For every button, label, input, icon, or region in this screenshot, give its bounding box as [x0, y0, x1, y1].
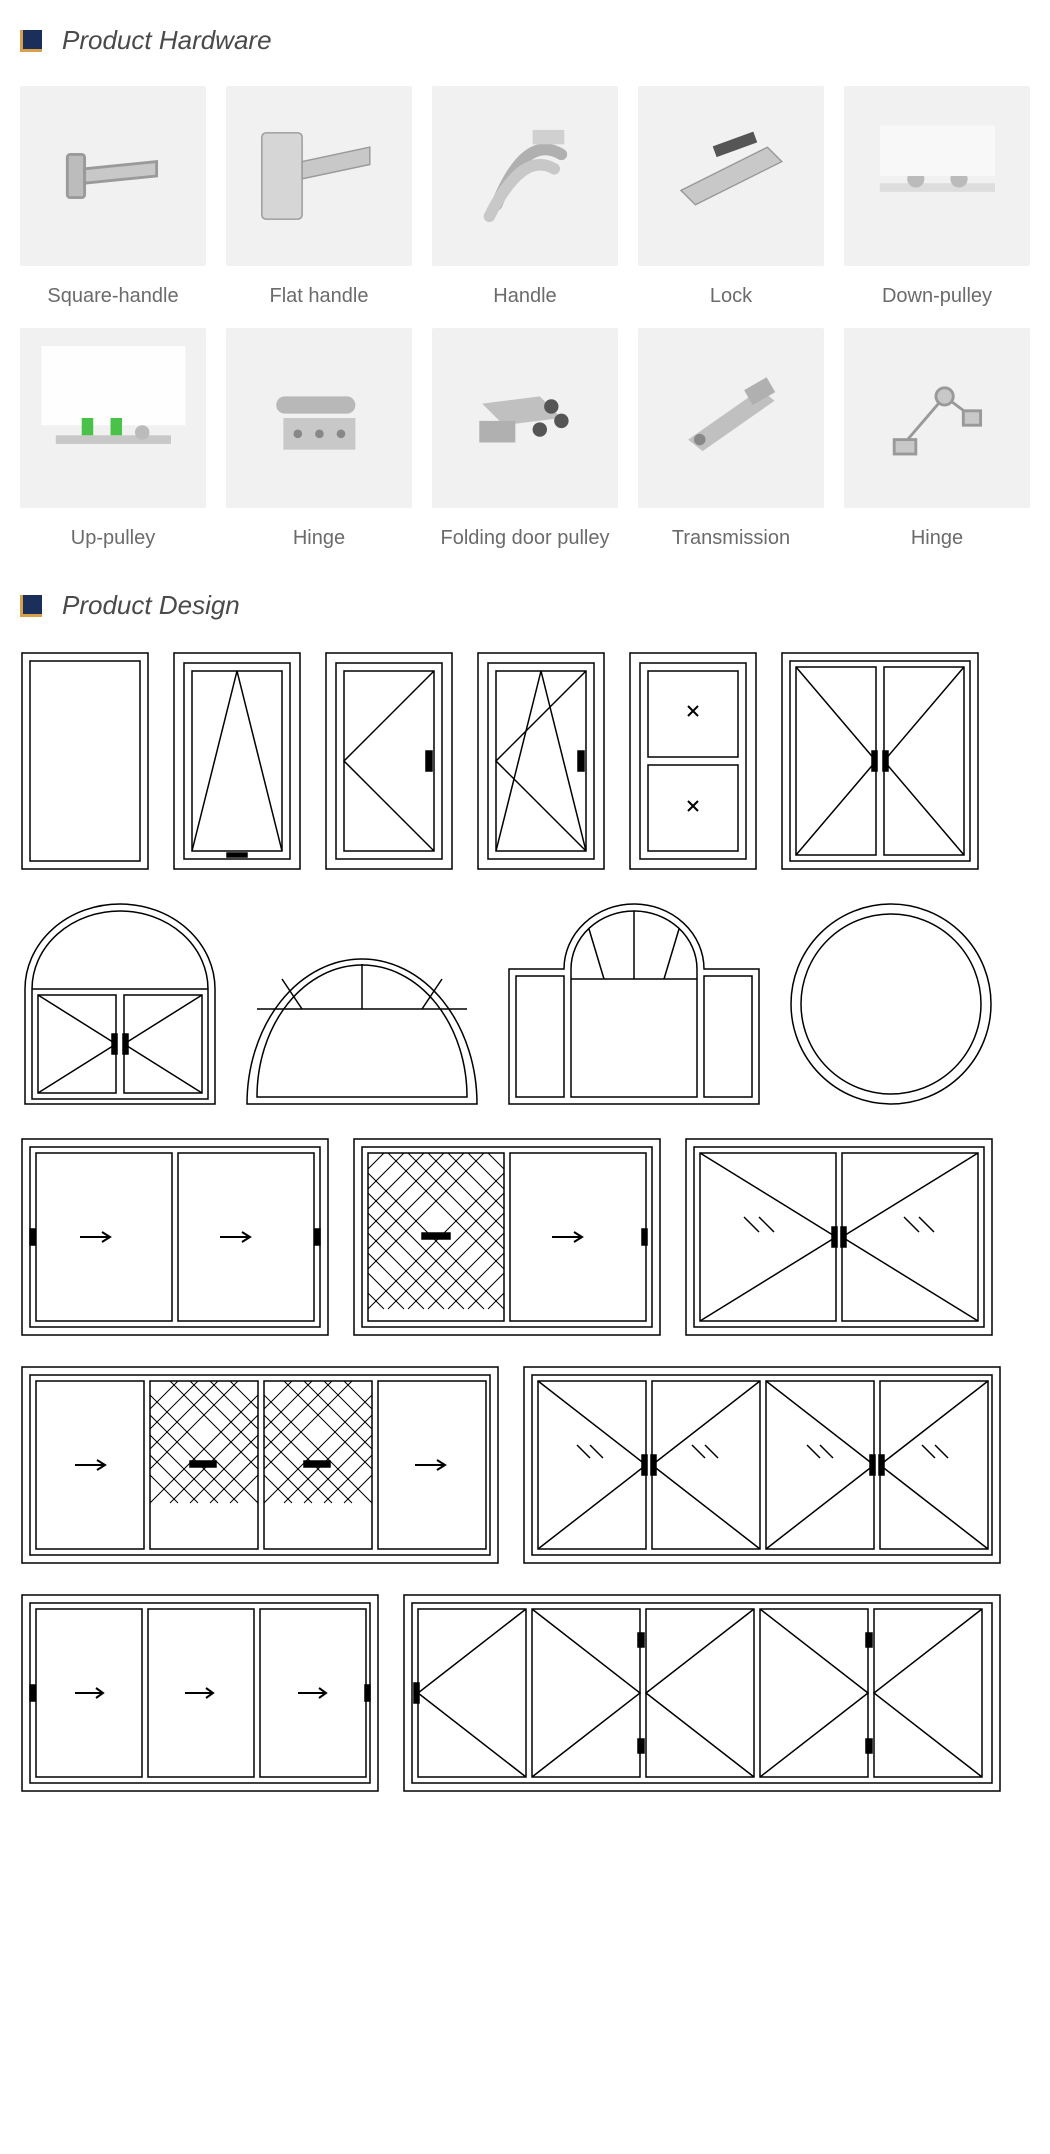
hardware-item: Hinge	[844, 328, 1030, 550]
hardware-item: Down-pulley	[844, 86, 1030, 308]
design-3panel-slider	[20, 1593, 380, 1793]
design-5panel-bifold	[402, 1593, 1002, 1793]
hardware-label: Flat handle	[226, 284, 412, 308]
hardware-item: Hinge	[226, 328, 412, 550]
hardware-label: Hinge	[226, 526, 412, 550]
design-tilt-turn-window	[476, 651, 606, 871]
design-fixed-window	[20, 651, 150, 871]
header-badge-icon	[20, 30, 42, 52]
design-slider-2panel	[20, 1137, 330, 1337]
design-row-5	[20, 1593, 1030, 1793]
hardware-item: Transmission	[638, 328, 824, 550]
hardware-label: Square-handle	[20, 284, 206, 308]
header-badge-icon	[20, 595, 42, 617]
square-handle-image	[20, 86, 206, 266]
hardware-section-header: Product Hardware	[20, 25, 1030, 56]
curved-handle-image	[432, 86, 618, 266]
design-section-header: Product Design	[20, 590, 1030, 621]
design-slider-mesh	[352, 1137, 662, 1337]
design-row-1	[20, 651, 1030, 871]
hardware-label: Lock	[638, 284, 824, 308]
hardware-label: Folding door pulley	[432, 526, 618, 550]
design-half-circle-window	[242, 949, 482, 1109]
hinge2-image	[844, 328, 1030, 508]
hardware-label: Up-pulley	[20, 526, 206, 550]
down-pulley-image	[844, 86, 1030, 266]
design-row-3	[20, 1137, 1030, 1337]
design-row-2	[20, 899, 1030, 1109]
design-double-hung-window	[628, 651, 758, 871]
folding-pulley-image	[432, 328, 618, 508]
flat-handle-image	[226, 86, 412, 266]
hardware-item: Lock	[638, 86, 824, 308]
design-palladian-window	[504, 899, 764, 1109]
hardware-item: Flat handle	[226, 86, 412, 308]
hardware-item: Up-pulley	[20, 328, 206, 550]
hardware-label: Down-pulley	[844, 284, 1030, 308]
transmission-image	[638, 328, 824, 508]
hardware-label: Handle	[432, 284, 618, 308]
hardware-label: Transmission	[638, 526, 824, 550]
hardware-item: Handle	[432, 86, 618, 308]
design-4panel-casement	[522, 1365, 1002, 1565]
hardware-item: Square-handle	[20, 86, 206, 308]
hardware-label: Hinge	[844, 526, 1030, 550]
lock-image	[638, 86, 824, 266]
hinge-image	[226, 328, 412, 508]
hardware-title: Product Hardware	[62, 25, 272, 56]
up-pulley-image	[20, 328, 206, 508]
design-grid	[20, 651, 1030, 1793]
design-4panel-slider-mesh	[20, 1365, 500, 1565]
hardware-item: Folding door pulley	[432, 328, 618, 550]
design-arch-double-window	[20, 899, 220, 1109]
hardware-grid: Square-handle Flat handle Handle	[20, 86, 1030, 550]
design-double-casement-window	[780, 651, 980, 871]
design-row-4	[20, 1365, 1030, 1565]
design-tilt-window	[172, 651, 302, 871]
design-title: Product Design	[62, 590, 240, 621]
design-turn-window	[324, 651, 454, 871]
design-circle-window	[786, 899, 996, 1109]
design-double-casement-wide	[684, 1137, 994, 1337]
